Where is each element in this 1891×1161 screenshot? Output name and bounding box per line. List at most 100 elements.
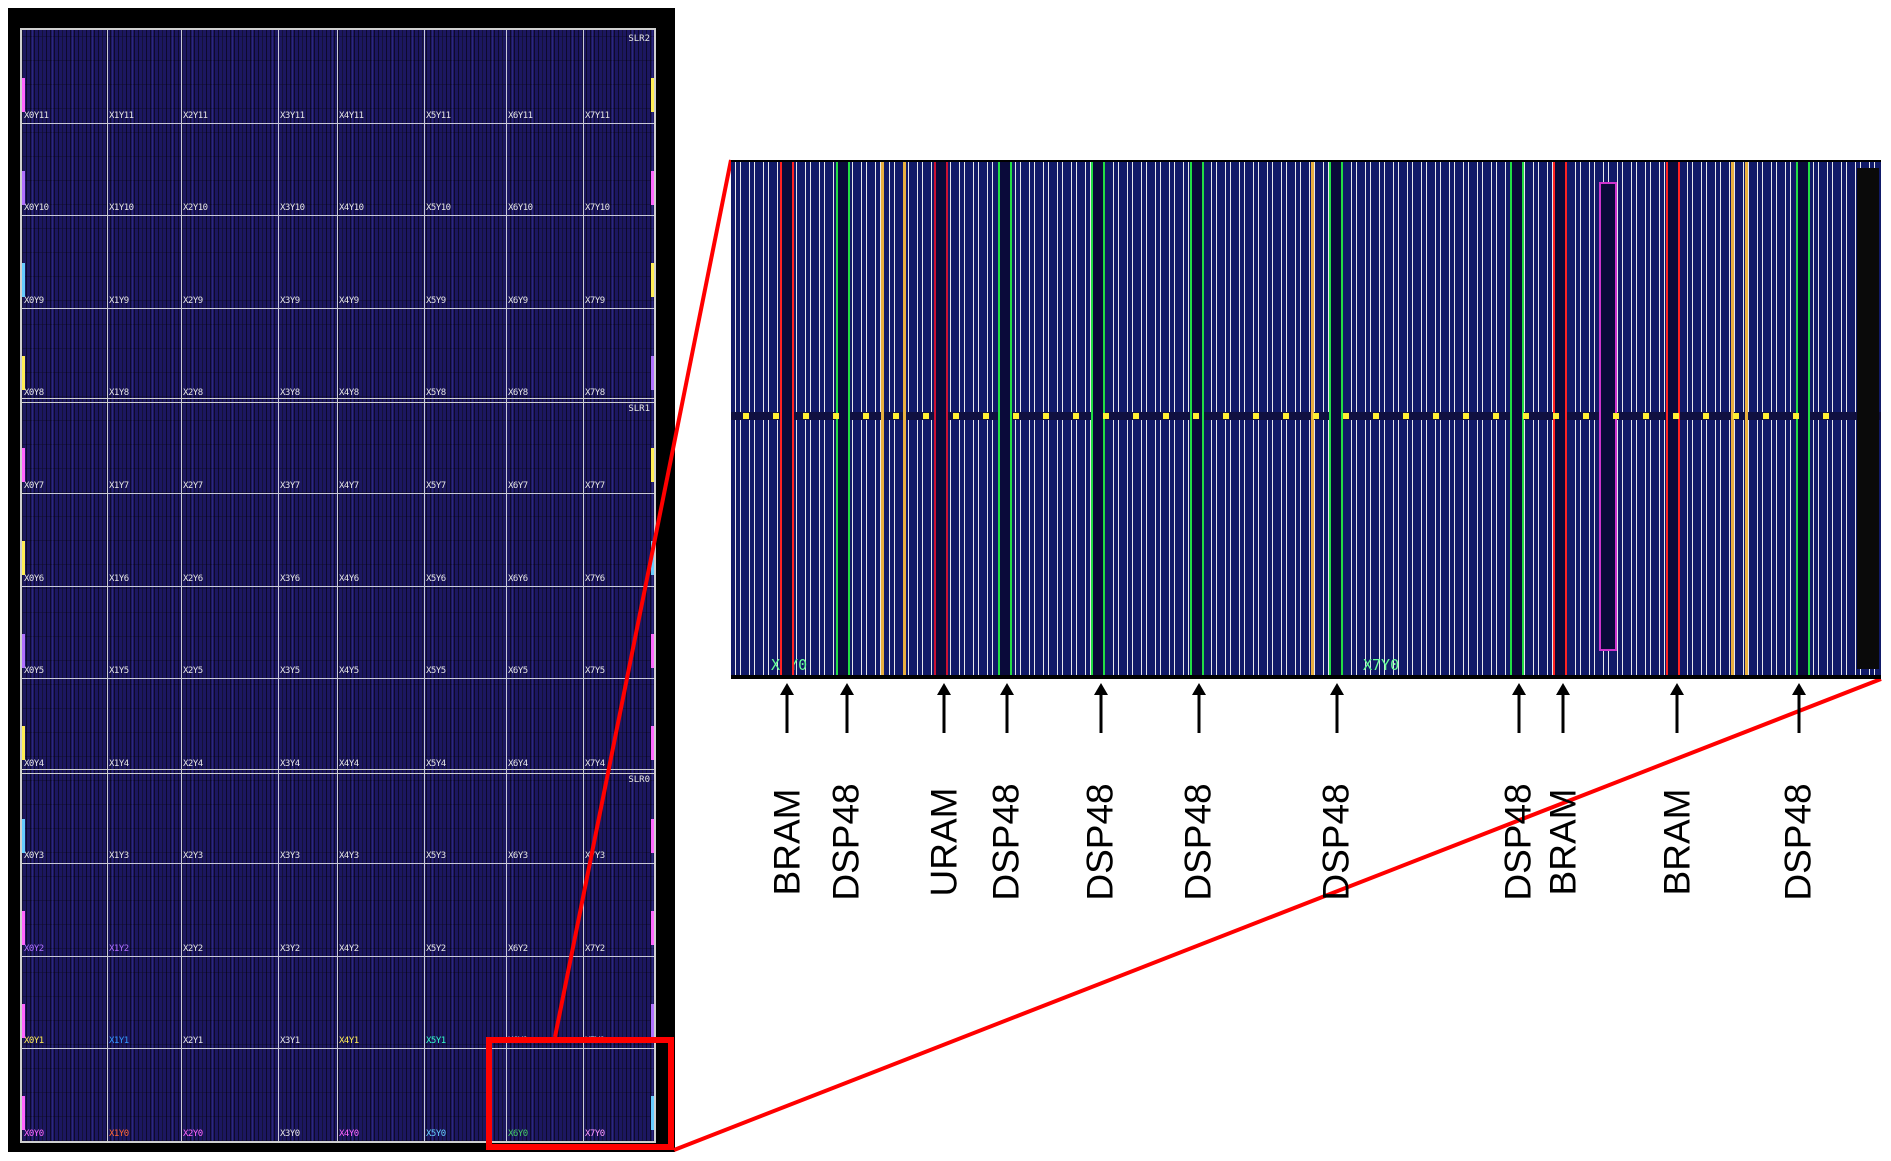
zoom-line-top [553, 159, 733, 1038]
edge-marker [22, 171, 25, 205]
clock-buffer-dot [863, 413, 869, 419]
edge-marker [22, 911, 25, 945]
clock-buffer-dot [923, 413, 929, 419]
clock-region-label: X7Y2 [585, 944, 605, 954]
clock-region-label: X2Y1 [183, 1036, 203, 1046]
clock-buffer-dot [773, 413, 779, 419]
clock-region-divider-vertical [337, 30, 338, 1141]
edge-marker [651, 726, 654, 760]
resource-label: BRAM [1656, 752, 1697, 896]
clock-buffer-dot [1553, 413, 1559, 419]
up-arrow-icon [1512, 683, 1526, 733]
clock-buffer-dot [1133, 413, 1139, 419]
resource-label-text: DSP48 [986, 783, 1028, 901]
clock-buffer-dot [1433, 413, 1439, 419]
resource-label: URAM [923, 752, 964, 897]
clock-region-label: X2Y3 [183, 851, 203, 861]
clock-region-label: X1Y9 [109, 296, 129, 306]
clock-region-label: X4Y4 [339, 759, 359, 769]
up-arrow-icon [840, 683, 854, 733]
clock-region-label: X1Y10 [109, 203, 134, 213]
uram-column [934, 162, 948, 675]
clock-buffer-dot [983, 413, 989, 419]
clock-region-divider-horizontal [22, 956, 654, 957]
resource-label: DSP48 [986, 752, 1027, 900]
clock-buffer-dot [1253, 413, 1259, 419]
clock-region-label: X5Y2 [426, 944, 446, 954]
slr-label: SLR1 [628, 404, 650, 414]
slr-label: SLR2 [628, 34, 650, 44]
clock-buffer-dot [1673, 413, 1679, 419]
clock-buffer-dot [743, 413, 749, 419]
edge-marker [22, 634, 25, 668]
bram-column [780, 162, 794, 675]
edge-marker [22, 1096, 25, 1130]
clock-region-label: X7Y11 [585, 111, 610, 121]
clock-region-label: X1Y5 [109, 666, 129, 676]
slr-boundary [22, 398, 654, 403]
edge-marker [651, 78, 654, 112]
clock-region-label: X6Y0 [508, 1129, 528, 1139]
clock-region-label: X2Y9 [183, 296, 203, 306]
clock-region-label: X5Y9 [426, 296, 446, 306]
clock-buffer-dot [1763, 413, 1769, 419]
clock-region-label: X2Y10 [183, 203, 208, 213]
clock-region-label: X3Y0 [280, 1129, 300, 1139]
clock-region-divider-horizontal [22, 215, 654, 216]
clock-buffer-dot [1613, 413, 1619, 419]
clock-region-label: X3Y9 [280, 296, 300, 306]
resource-label: DSP48 [1778, 752, 1819, 900]
zoom-highlight-box [486, 1037, 674, 1150]
up-arrow-icon [1792, 683, 1806, 733]
clock-column [1731, 162, 1734, 675]
clock-region-label: X3Y1 [280, 1036, 300, 1046]
resource-label: DSP48 [1498, 752, 1539, 900]
zoomed-region-view: X6Y0 X7Y0 [731, 160, 1881, 679]
clock-region-label: X2Y6 [183, 574, 203, 584]
device-floorplan: SLR2 SLR1 SLR0 X0Y11 X1Y11 X2Y11 X3Y11 X4Y11 X5Y… [20, 28, 656, 1143]
clock-region-label: X2Y0 [183, 1129, 203, 1139]
clock-region-label: X5Y7 [426, 481, 446, 491]
clock-region-label: X4Y2 [339, 944, 359, 954]
clock-region-label: X4Y3 [339, 851, 359, 861]
clock-region-label: X6Y3 [508, 851, 528, 861]
clock-region-label: X0Y10 [24, 203, 49, 213]
clock-buffer-dot [953, 413, 959, 419]
clock-region-divider-horizontal [22, 493, 654, 494]
clock-buffer-dot [1013, 413, 1019, 419]
clock-region-label: X5Y3 [426, 851, 446, 861]
edge-marker [651, 634, 654, 668]
clock-region-label: X2Y5 [183, 666, 203, 676]
dsp48-column [998, 162, 1012, 675]
clock-region-label: X4Y1 [339, 1036, 359, 1046]
clock-region-label: X3Y5 [280, 666, 300, 676]
slr-boundary [22, 769, 654, 774]
resource-label: BRAM [766, 752, 807, 896]
resource-label-text: BRAM [766, 788, 807, 896]
clock-region-label: X0Y4 [24, 759, 44, 769]
clock-region-label: X0Y1 [24, 1036, 44, 1046]
zoom-line-bottom [673, 677, 1882, 1152]
clock-region-label: X0Y11 [24, 111, 49, 121]
clock-region-label: X5Y1 [426, 1036, 446, 1046]
resource-label: DSP48 [1080, 752, 1121, 900]
clock-region-label: X2Y7 [183, 481, 203, 491]
clock-buffer-dot [1643, 413, 1649, 419]
clock-buffer-dot [1403, 413, 1409, 419]
clock-buffer-dot [1733, 413, 1739, 419]
clock-region-label: X2Y8 [183, 388, 203, 398]
clock-region-divider-horizontal [22, 863, 654, 864]
clock-buffer-dot [1703, 413, 1709, 419]
clock-region-label: X0Y6 [24, 574, 44, 584]
clock-region-label: X7Y3 [585, 851, 605, 861]
clock-region-label: X3Y3 [280, 851, 300, 861]
clock-region-label: X2Y2 [183, 944, 203, 954]
resource-label-text: DSP48 [826, 783, 868, 901]
clock-region-divider-horizontal [22, 308, 654, 309]
clock-region-label: X3Y4 [280, 759, 300, 769]
edge-marker [22, 448, 25, 482]
clock-region-label: X5Y4 [426, 759, 446, 769]
clock-region-label: X3Y10 [280, 203, 305, 213]
clock-region-label: X4Y9 [339, 296, 359, 306]
